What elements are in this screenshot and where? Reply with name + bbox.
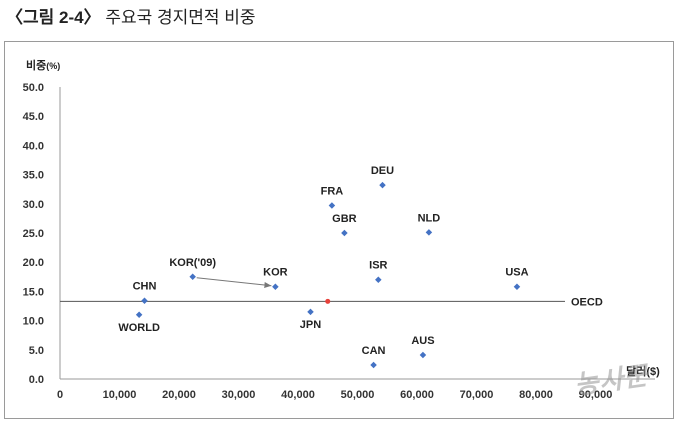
point-aus (419, 351, 427, 359)
point-can (370, 361, 377, 369)
point-label-nld: NLD (418, 212, 441, 224)
y-axis-title: 비중(%) (26, 58, 60, 72)
point-label-gbr: GBR (332, 213, 357, 225)
y-tick-label: 10.0 (23, 316, 44, 328)
x-tick-label: 0 (57, 389, 63, 401)
point-world (135, 311, 143, 319)
point-deu (379, 181, 386, 189)
scatter-chart: 0.0 5.0 10.0 15.0 20.0 25.0 30.0 35.0 40.0 45.0 50… (23, 58, 661, 401)
y-tick-label: 25.0 (23, 228, 44, 240)
y-tick-label: 15.0 (23, 286, 44, 298)
point-label-usa: USA (505, 267, 528, 279)
y-tick-label: 35.0 (23, 170, 44, 182)
point-usa (513, 283, 521, 290)
y-tick-label: 20.0 (23, 257, 44, 269)
y-tick-label: 45.0 (23, 111, 44, 123)
y-tick-label: 40.0 (23, 140, 44, 152)
point-label-can: CAN (362, 345, 386, 357)
point-label-deu: DEU (371, 165, 394, 177)
point-label-world: WORLD (118, 322, 160, 334)
point-label-isr: ISR (369, 260, 387, 272)
x-tick-label: 20,000 (162, 389, 196, 401)
x-tick-label: 80,000 (519, 389, 553, 401)
point-kor-09 (189, 273, 196, 281)
x-tick-label: 40,000 (281, 389, 315, 401)
oecd-marker (325, 298, 331, 304)
point-kor (272, 283, 279, 290)
x-tick-label: 10,000 (103, 389, 137, 401)
y-tick-label: 30.0 (23, 199, 44, 211)
point-fra (328, 202, 336, 209)
kor-change-arrow (196, 277, 272, 288)
x-tick-label: 30,000 (222, 389, 256, 401)
figure-number: 〈그림 2-4〉 (6, 8, 101, 27)
point-chn (141, 297, 148, 304)
x-tick-label: 50,000 (341, 389, 375, 401)
x-tick-label: 70,000 (460, 389, 494, 401)
point-isr (375, 276, 382, 283)
y-tick-label: 50.0 (23, 82, 44, 94)
figure-title: 〈그림 2-4〉 주요국 경지면적 비중 (6, 3, 256, 28)
figure-title-text: 주요국 경지면적 비중 (105, 8, 256, 27)
x-axis-title: 달러($) (626, 364, 660, 378)
point-nld (425, 229, 433, 236)
x-tick-label: 90,000 (579, 389, 613, 401)
point-label-aus: AUS (411, 335, 434, 347)
point-label-jpn: JPN (300, 319, 321, 331)
point-gbr (341, 229, 348, 237)
chart-frame: 0.0 5.0 10.0 15.0 20.0 25.0 30.0 35.0 40.0 45.0 50… (4, 41, 674, 419)
point-label-kor-09: KOR('09) (169, 257, 216, 269)
point-label-kor: KOR (263, 267, 288, 279)
x-tick-label: 60,000 (400, 389, 434, 401)
point-label-chn: CHN (133, 281, 157, 293)
point-jpn (307, 308, 314, 316)
point-label-fra: FRA (321, 186, 344, 198)
y-tick-label: 5.0 (29, 345, 44, 357)
y-tick-label: 0.0 (29, 374, 44, 386)
oecd-label: OECD (571, 296, 603, 308)
